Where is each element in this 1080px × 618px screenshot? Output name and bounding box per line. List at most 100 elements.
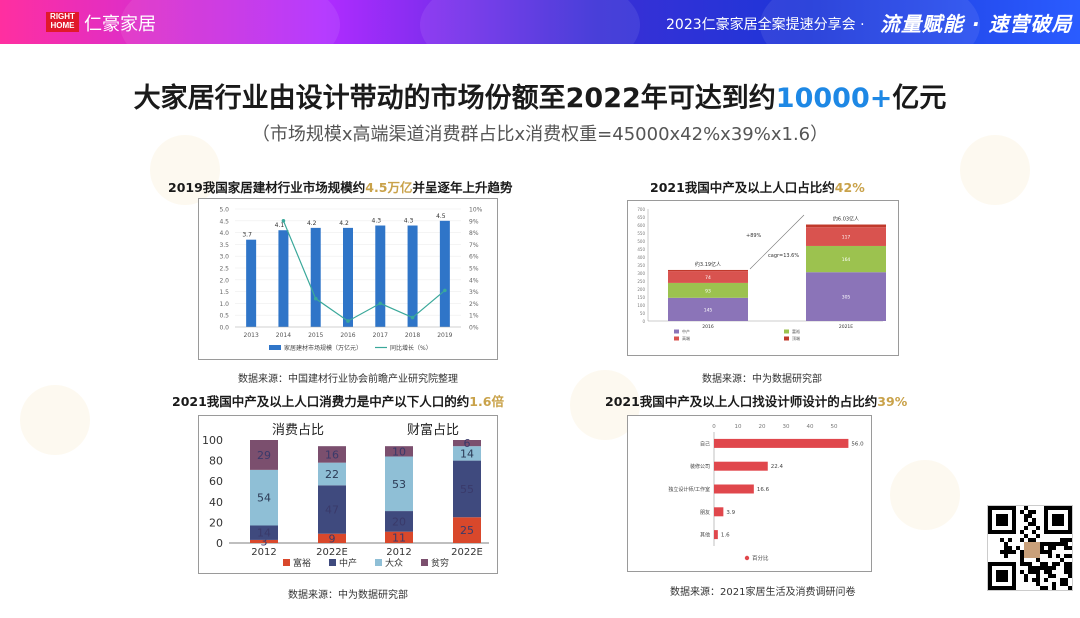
qr-module [1052, 542, 1056, 546]
x-tick-label: 2016 [702, 324, 714, 330]
qr-module [1032, 578, 1036, 582]
y-tick-label: 40 [209, 496, 223, 509]
y2-tick-label: 4% [469, 277, 479, 284]
chart-panel-designer: 0 10 20 30 40 50 56.0 自己 22.4 装修公司 16.6 独立设计师/工作室 3.… [627, 415, 872, 572]
legend-label: 富裕 [792, 328, 800, 334]
x-tick-label: 40 [807, 424, 814, 430]
y-tick-label: 100 [202, 434, 223, 447]
stacked-segment [385, 531, 413, 543]
qr-module [1052, 586, 1056, 590]
legend-label: 同比增长（%） [390, 344, 432, 352]
qr-module [1064, 538, 1068, 542]
y-tick-label: 装修公司 [690, 463, 710, 470]
bar [407, 225, 418, 327]
logo-text-bottom: HOME [50, 21, 75, 30]
stacked-segment [318, 533, 346, 543]
data-label: 11 [392, 531, 406, 544]
page-title: 大家居行业由设计带动的市场份额至2022年可达到约10000+亿元 [0, 76, 1080, 115]
qr-module [1016, 546, 1020, 550]
stacked-segment [806, 245, 886, 273]
chart-panel-market-size: 0.0 0.5 1.0 1.5 2.0 2.5 3.0 3.5 4.0 4.5 5.0 0% 1% 2% 3… [198, 198, 498, 360]
watermark [150, 135, 220, 205]
data-label: 16 [325, 448, 339, 461]
qr-module [1068, 562, 1072, 566]
qr-module [1040, 586, 1044, 590]
y-tick-label: 0 [216, 537, 223, 550]
y-tick-label: 500 [637, 239, 645, 244]
growth-point [378, 301, 383, 306]
qr-module [1032, 538, 1036, 542]
y-tick-label: 200 [637, 287, 645, 292]
qr-module [1068, 554, 1072, 558]
qr-module [1036, 578, 1040, 582]
qr-module [1028, 510, 1032, 514]
qr-module [1028, 514, 1032, 518]
bar [714, 530, 718, 540]
y2-tick-label: 6% [469, 254, 479, 261]
stacked-segment [806, 224, 886, 228]
stacked-segment [385, 446, 413, 457]
qr-module [1028, 522, 1032, 526]
legend-swatch [674, 336, 679, 341]
data-label: 145 [704, 307, 713, 313]
qr-finder [1052, 514, 1064, 526]
data-label: 9 [329, 532, 336, 545]
stacked-segment [453, 446, 481, 461]
stacked-segment [668, 271, 748, 283]
data-label: 3.9 [726, 510, 735, 516]
y2-tick-label: 9% [469, 218, 479, 225]
logo-text-top: RIGHT [50, 12, 75, 21]
bar [714, 438, 849, 448]
annotation: cagr=13.6% [768, 253, 799, 259]
qr-module [1052, 566, 1056, 570]
y-tick-label: 600 [637, 223, 645, 228]
y-tick-label: 450 [637, 247, 645, 252]
data-label: 4.5 [436, 213, 446, 220]
stacked-segment [250, 440, 278, 470]
qr-module [1068, 570, 1072, 574]
qr-module [1024, 562, 1028, 566]
qr-module [1044, 586, 1048, 590]
data-label: 20 [392, 515, 406, 528]
panel3-title: 2021我国中产及以上人口消费力是中产以下人口的约1.6倍 [172, 394, 504, 409]
watermark [960, 135, 1030, 205]
panel1-title: 2019我国家居建材行业市场规模约4.5万亿并呈逐年上升趋势 [168, 180, 513, 195]
y-tick-label: 4.0 [219, 230, 229, 237]
qr-module [1060, 542, 1064, 546]
qr-module [1028, 562, 1032, 566]
y2-tick-label: 8% [469, 230, 479, 237]
y-tick-label: 80 [209, 455, 223, 468]
qr-module [1040, 562, 1044, 566]
panel4-title: 2021我国中产及以上人口找设计师设计的占比约39% [605, 394, 908, 409]
stacked-segment [250, 525, 278, 540]
qr-module [1064, 546, 1068, 550]
x-tick-label: 50 [831, 424, 838, 430]
qr-module [1012, 550, 1016, 554]
data-label: 1.6 [721, 533, 730, 539]
market-size-chart: 0.0 0.5 1.0 1.5 2.0 2.5 3.0 3.5 4.0 4.5 5.0 0% 1% 2% 3… [219, 207, 482, 353]
bar [246, 239, 257, 327]
bar [343, 227, 353, 327]
data-label: 4.2 [339, 220, 349, 227]
data-label: 55 [460, 483, 474, 496]
y-tick-label: 100 [637, 303, 645, 308]
y-tick-label: 其他 [700, 532, 710, 539]
panel4-source: 数据来源：2021家居生活及消费调研问卷 [670, 587, 856, 598]
qr-module [1032, 570, 1036, 574]
qr-module [1064, 570, 1068, 574]
qr-module [1040, 542, 1044, 546]
qr-module [1024, 514, 1028, 518]
total-label: 约3.19亿人 [695, 261, 721, 268]
qr-module [1044, 550, 1048, 554]
legend-swatch [674, 329, 679, 334]
legend-swatch [784, 329, 789, 334]
qr-module [1044, 578, 1048, 582]
data-label: 305 [842, 295, 851, 301]
x-tick-label: 20 [759, 424, 766, 430]
y-tick-label: 250 [637, 279, 645, 284]
qr-module [1044, 562, 1048, 566]
x-tick-label: 30 [783, 424, 790, 430]
stacked-segment [385, 511, 413, 532]
x-tick-label: 2012 [386, 547, 411, 558]
qr-module [1004, 554, 1008, 558]
